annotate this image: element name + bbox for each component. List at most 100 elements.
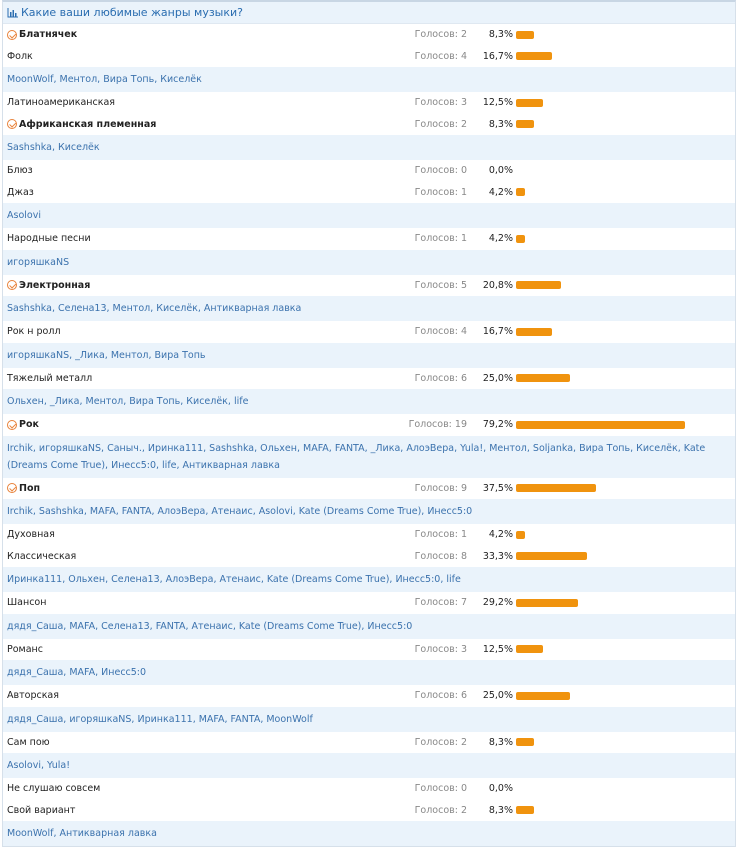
poll-option: Джаз Голосов: 1 4,2% — [3, 182, 735, 204]
vote-percent: 29,2% — [482, 597, 513, 609]
voters-list[interactable]: MoonWolf, Ментол, Вира Топь, Киселёк — [3, 67, 735, 92]
vote-bar — [516, 598, 579, 607]
vote-bar — [516, 30, 534, 39]
poll-option: Сам пою Голосов: 2 8,3% — [3, 732, 735, 754]
vote-percent: 8,3% — [488, 804, 513, 816]
option-text: Авторская — [7, 690, 59, 702]
poll-option: Шансон Голосов: 7 29,2% — [3, 592, 735, 614]
voters-list[interactable]: Irchik, Sashshka, MAFA, FANTA, АлоэВера,… — [3, 499, 735, 524]
option-label: Джаз — [7, 187, 34, 198]
vote-percent: 20,8% — [482, 279, 513, 291]
vote-count: Голосов: 4 — [414, 326, 467, 338]
option-label: Африканская племенная — [7, 119, 156, 130]
poll-option: Тяжелый металл Голосов: 6 25,0% — [3, 368, 735, 390]
vote-count: Голосов: 1 — [414, 186, 467, 198]
option-label: Классическая — [7, 551, 76, 562]
poll-header[interactable]: Какие ваши любимые жанры музыки? — [3, 2, 735, 24]
voters-list[interactable]: Irchik, игоряшкаNS, Саныч., Иринка111, S… — [3, 435, 735, 478]
vote-percent: 12,5% — [482, 97, 513, 109]
option-text: Тяжелый металл — [7, 372, 93, 384]
bar-chart-icon — [7, 7, 18, 17]
option-text: Блюз — [7, 165, 33, 177]
option-text: Рок — [19, 419, 39, 431]
vote-bar — [516, 234, 525, 243]
option-label: Фолк — [7, 51, 33, 62]
option-text: Латиноамериканская — [7, 97, 116, 109]
voters-list[interactable]: дядя_Саша, MAFA, Селена13, FANTA, Атенаи… — [3, 613, 735, 639]
poll-option: Авторская Голосов: 6 25,0% — [3, 685, 735, 707]
voters-list[interactable]: дядя_Саша, игоряшкаNS, Иринка111, MAFA, … — [3, 706, 735, 732]
voters-list[interactable]: игоряшкаNS — [3, 249, 735, 275]
check-circle-icon — [7, 419, 17, 430]
vote-count: Голосов: 1 — [414, 233, 467, 245]
check-circle-icon — [7, 483, 17, 494]
option-label: Сам пою — [7, 737, 50, 748]
vote-percent: 25,0% — [482, 690, 513, 702]
poll-option: Свой вариант Голосов: 2 8,3% — [3, 800, 735, 822]
option-label: Не слушаю совсем — [7, 783, 100, 794]
option-text: Народные песни — [7, 233, 91, 245]
poll-option: Духовная Голосов: 1 4,2% — [3, 524, 735, 546]
voters-list[interactable]: Sashshka, Киселёк — [3, 135, 735, 160]
option-label: Тяжелый металл — [7, 373, 92, 384]
voters-list[interactable]: MoonWolf, Антикварная лавка — [3, 821, 735, 846]
vote-percent: 33,3% — [482, 550, 513, 562]
vote-percent: 79,2% — [482, 419, 513, 431]
option-label: Авторская — [7, 690, 59, 701]
option-label: Латиноамериканская — [7, 97, 115, 108]
option-label: Электронная — [7, 280, 90, 291]
poll-option: Романс Голосов: 3 12,5% — [3, 639, 735, 661]
vote-count: Голосов: 9 — [414, 482, 467, 494]
vote-count: Голосов: 3 — [414, 97, 467, 109]
check-circle-icon — [7, 119, 17, 130]
option-text: Фолк — [7, 50, 33, 62]
vote-bar — [516, 52, 552, 61]
option-text: Африканская племенная — [19, 118, 157, 130]
vote-percent: 0,0% — [488, 165, 513, 177]
poll-option: Блюз Голосов: 0 0,0% — [3, 160, 735, 182]
option-label: Свой вариант — [7, 805, 75, 816]
voters-list[interactable]: Ольхен, _Лика, Ментол, Вира Топь, Киселё… — [3, 389, 735, 414]
voters-list[interactable]: дядя_Саша, MAFA, Инесс5:0 — [3, 660, 735, 685]
vote-bar — [516, 281, 561, 290]
vote-count: Голосов: 1 — [414, 529, 467, 541]
poll-option: Поп Голосов: 9 37,5% — [3, 478, 735, 500]
voters-list[interactable]: Иринка111, Ольхен, Селена13, АлоэВера, А… — [3, 567, 735, 592]
option-text: Не слушаю совсем — [7, 783, 101, 795]
vote-percent: 25,0% — [482, 372, 513, 384]
poll-option: Латиноамериканская Голосов: 3 12,5% — [3, 92, 735, 114]
vote-bar — [516, 806, 534, 815]
poll-option: Африканская племенная Голосов: 2 8,3% — [3, 114, 735, 136]
vote-count: Голосов: 4 — [414, 50, 467, 62]
vote-percent: 16,7% — [482, 326, 513, 338]
vote-count: Голосов: 2 — [414, 804, 467, 816]
check-circle-icon — [7, 280, 17, 291]
vote-percent: 4,2% — [488, 529, 513, 541]
poll-option: Электронная Голосов: 5 20,8% — [3, 275, 735, 297]
voters-list[interactable]: Asolovi — [3, 203, 735, 228]
voters-list[interactable]: игоряшкаNS, _Лика, Ментол, Вира Топь — [3, 342, 735, 368]
vote-percent: 37,5% — [482, 482, 513, 494]
poll-option: Фолк Голосов: 4 16,7% — [3, 46, 735, 68]
vote-bar — [516, 484, 597, 493]
option-text: Духовная — [7, 529, 55, 541]
option-text: Блатнячек — [19, 29, 78, 41]
vote-count: Голосов: 0 — [414, 165, 467, 177]
poll-title: Какие ваши любимые жанры музыки? — [21, 6, 243, 19]
vote-bar — [516, 327, 552, 336]
vote-percent: 12,5% — [482, 643, 513, 655]
option-text: Поп — [19, 482, 41, 494]
voters-list[interactable]: Asolovi, Yula! — [3, 753, 735, 778]
option-text: Свой вариант — [7, 804, 76, 816]
option-label: Романс — [7, 644, 43, 655]
vote-bar — [516, 530, 525, 539]
vote-bar — [516, 98, 543, 107]
option-label: Блатнячек — [7, 29, 77, 40]
vote-bar — [516, 188, 525, 197]
option-label: Духовная — [7, 529, 55, 540]
voters-list[interactable]: Sashshka, Селена13, Ментол, Киселёк, Ант… — [3, 296, 735, 321]
vote-count: Голосов: 7 — [414, 597, 467, 609]
option-text: Классическая — [7, 550, 77, 562]
option-text: Сам пою — [7, 736, 50, 748]
